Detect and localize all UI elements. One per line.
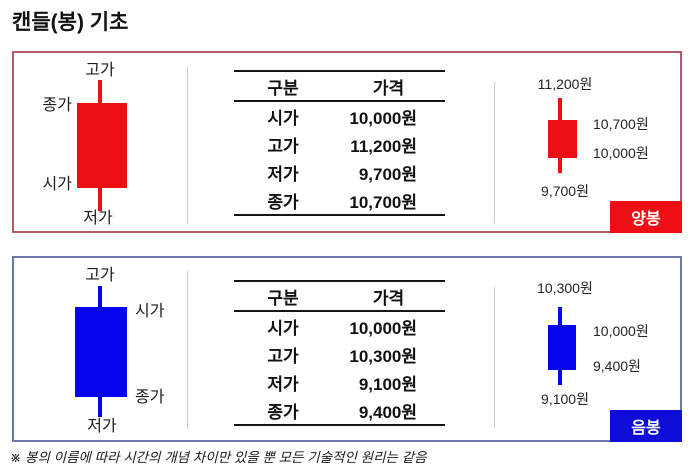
candle-lower-wick: [98, 397, 102, 417]
mini-close-price: 9,400원: [593, 358, 641, 374]
footnote: ※ 봉의 이름에 따라 시간의 개념 차이만 있을 뿐 모든 기술적인 원리는 …: [10, 450, 427, 465]
bullish-panel: 고가 종가 시가 저가 구분 가격 시가 10,000원 고가 11,200원 …: [12, 51, 682, 233]
row-value: 9,700원: [358, 164, 417, 184]
row-value: 10,000원: [349, 108, 417, 128]
mini-open-price: 10,000원: [593, 323, 649, 339]
column-header-price: 가격: [372, 78, 405, 98]
candle-upper-wick: [98, 286, 102, 307]
bearish-candle-body: [75, 307, 127, 397]
row-label: 종가: [267, 192, 299, 212]
divider: [494, 82, 495, 223]
row-label: 시가: [267, 108, 299, 128]
open-label: 시가: [135, 303, 165, 320]
row-label: 저가: [267, 374, 299, 394]
table-header-row: 구분 가격: [234, 71, 445, 101]
low-label: 저가: [87, 418, 117, 435]
column-header-price: 가격: [372, 288, 405, 308]
table-row: 종가 9,400원: [234, 396, 445, 425]
high-label: 고가: [85, 267, 115, 284]
bearish-badge: 음봉: [610, 410, 682, 442]
table-row: 시가 10,000원: [234, 101, 445, 130]
mini-candle-lower-wick: [558, 370, 562, 385]
mini-candle-upper-wick: [558, 307, 562, 325]
row-value: 10,000원: [349, 318, 417, 338]
close-label: 종가: [42, 97, 72, 114]
divider: [187, 271, 188, 429]
mini-candle-upper-wick: [558, 98, 562, 120]
mini-low-price: 9,100원: [541, 391, 589, 407]
bullish-mini-candle-body: [548, 120, 577, 158]
bullish-price-table: 구분 가격 시가 10,000원 고가 11,200원 저가 9,700원 종가…: [234, 70, 445, 216]
mini-high-price: 11,200원: [537, 76, 593, 92]
row-label: 저가: [267, 164, 299, 184]
table-row: 고가 11,200원: [234, 130, 445, 158]
bullish-badge: 양봉: [610, 201, 682, 233]
table-row: 시가 10,000원: [234, 311, 445, 340]
divider: [187, 66, 188, 224]
candle-upper-wick: [98, 80, 102, 103]
row-value: 10,700원: [349, 192, 417, 212]
row-value: 10,300원: [349, 346, 417, 366]
mini-close-price: 10,700원: [593, 116, 649, 132]
mini-candle-lower-wick: [558, 158, 562, 173]
row-label: 고가: [267, 346, 299, 366]
table-row: 저가 9,100원: [234, 368, 445, 396]
row-label: 종가: [267, 402, 299, 422]
row-value: 9,100원: [358, 374, 417, 394]
row-label: 고가: [267, 136, 299, 156]
table-row: 종가 10,700원: [234, 186, 445, 215]
mini-high-price: 10,300원: [537, 280, 593, 296]
page-title: 캔들(봉) 기초: [12, 11, 129, 34]
column-header-category: 구분: [267, 288, 299, 308]
mini-open-price: 10,000원: [593, 145, 649, 161]
row-label: 시가: [267, 318, 299, 338]
low-label: 저가: [83, 210, 113, 227]
mini-low-price: 9,700원: [541, 183, 589, 199]
divider: [494, 287, 495, 428]
candle-lower-wick: [98, 188, 102, 211]
table-row: 고가 10,300원: [234, 340, 445, 368]
bearish-panel: 고가 시가 종가 저가 구분 가격 시가 10,000원 고가 10,300원 …: [12, 256, 682, 442]
row-value: 11,200원: [350, 136, 417, 156]
row-value: 9,400원: [358, 402, 417, 422]
close-label: 종가: [135, 389, 165, 406]
table-header-row: 구분 가격: [234, 281, 445, 311]
open-label: 시가: [42, 176, 72, 193]
bullish-candle-body: [77, 103, 127, 188]
bearish-mini-candle-body: [548, 325, 576, 370]
column-header-category: 구분: [267, 78, 299, 98]
bearish-price-table: 구분 가격 시가 10,000원 고가 10,300원 저가 9,100원 종가…: [234, 280, 445, 426]
table-row: 저가 9,700원: [234, 158, 445, 186]
high-label: 고가: [85, 62, 115, 79]
